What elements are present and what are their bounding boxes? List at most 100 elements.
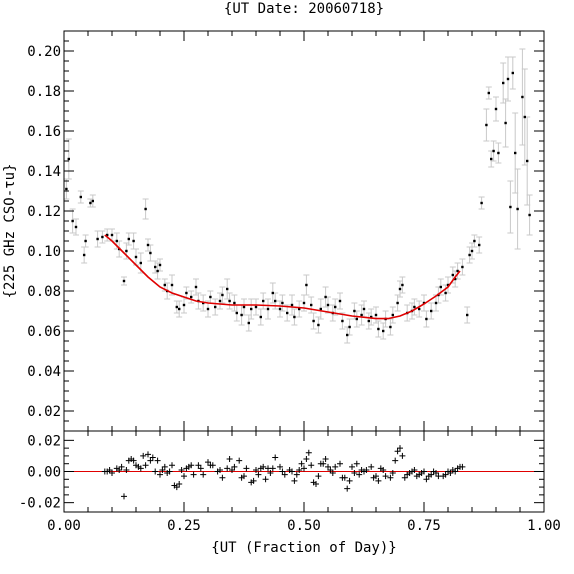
data-point: [413, 305, 416, 309]
residual-panel: 0.02 0.00 -0.02: [19, 430, 545, 513]
x-tick-label: 0.25: [167, 518, 201, 534]
data-point: [262, 299, 265, 303]
residual-point: [322, 456, 329, 463]
data-point: [511, 71, 514, 75]
data-point: [259, 315, 262, 319]
residual-point: [145, 451, 151, 458]
data-point: [514, 151, 517, 155]
data-point: [485, 123, 488, 127]
y-tick-label: 0.00: [27, 465, 61, 481]
data-point: [310, 303, 313, 307]
data-point: [528, 213, 531, 217]
data-point: [71, 219, 74, 223]
data-point: [473, 239, 476, 243]
data-point: [367, 319, 370, 323]
y-tick-label: 0.02: [27, 433, 61, 449]
y-axis-label: {225 GHz CSO-τu}: [2, 164, 18, 299]
residual-point: [260, 463, 267, 470]
x-tick-label: 1.00: [527, 518, 561, 534]
data-point: [134, 255, 138, 259]
data-point: [312, 319, 315, 323]
residual-point: [289, 468, 295, 475]
residual-point: [176, 480, 183, 487]
residual-point: [116, 466, 123, 473]
data-point: [163, 283, 166, 287]
y-tick-label: 0.04: [27, 364, 61, 380]
data-point: [444, 291, 447, 295]
data-point: [355, 317, 358, 321]
data-point: [456, 269, 459, 273]
residual-point: [349, 463, 355, 470]
data-point: [398, 287, 402, 291]
residual-point: [428, 471, 435, 478]
data-point: [374, 313, 378, 317]
residual-point: [353, 460, 360, 467]
residual-point: [181, 473, 187, 480]
main-errorbars: [63, 48, 533, 344]
data-point: [506, 77, 510, 81]
residual-point: [356, 471, 363, 478]
data-point: [122, 279, 126, 283]
residual-point: [313, 480, 319, 487]
residual-point: [226, 456, 233, 463]
data-point: [341, 319, 344, 323]
y-tick-label: 0.12: [27, 204, 61, 220]
data-point: [127, 237, 130, 241]
data-point: [362, 307, 366, 311]
residual-point: [250, 477, 257, 484]
data-point: [446, 283, 450, 287]
data-point: [139, 261, 142, 265]
residual-point: [279, 468, 286, 475]
residual-point: [344, 485, 351, 492]
main-ticks: 0.02 0.04 0.06 0.08 0.10 0.12 0.14 0.16 0.18 0.20: [27, 31, 545, 431]
data-point: [324, 295, 327, 299]
residual-point: [130, 457, 137, 464]
residual-point: [161, 463, 168, 470]
x-axis-label: {UT (Fraction of Day)}: [211, 540, 396, 556]
residual-point: [224, 465, 231, 472]
residual-point: [142, 462, 149, 469]
y-tick-label: 0.18: [27, 84, 61, 100]
y-tick-label: 0.06: [27, 324, 61, 340]
data-point: [470, 249, 474, 253]
data-point: [278, 307, 282, 311]
data-point: [290, 303, 294, 307]
residual-point: [200, 471, 207, 478]
residual-point: [217, 466, 223, 473]
y-tick-label: 0.16: [27, 124, 61, 140]
residual-points: [101, 445, 466, 500]
chart-title: {UT Date: 20060718}: [224, 1, 384, 17]
residual-point: [121, 493, 127, 500]
data-point: [101, 235, 104, 239]
residual-point: [241, 473, 247, 480]
data-point: [302, 301, 306, 305]
fit-line: [104, 234, 461, 320]
residual-point: [337, 460, 343, 467]
data-point: [106, 233, 109, 237]
data-point: [96, 237, 99, 241]
y-tick-label: -0.02: [19, 496, 61, 512]
data-point: [468, 253, 471, 257]
x-tick-label: 0.50: [287, 518, 321, 534]
data-point: [206, 307, 210, 311]
data-point: [319, 307, 322, 311]
residual-point: [320, 460, 327, 467]
residual-point: [231, 463, 238, 470]
data-point: [218, 299, 222, 303]
data-point: [461, 265, 464, 269]
data-point: [439, 285, 442, 289]
residual-point: [269, 465, 276, 472]
data-point: [79, 195, 82, 199]
residual-point: [109, 470, 115, 477]
data-point: [156, 269, 159, 273]
data-point: [110, 233, 114, 237]
residual-point: [447, 470, 454, 477]
residual-point: [399, 452, 406, 459]
data-point: [144, 207, 147, 211]
residual-point: [341, 474, 348, 481]
residual-point: [106, 466, 113, 473]
residual-point: [363, 466, 370, 473]
residual-point: [389, 470, 396, 477]
residual-point: [301, 465, 307, 472]
main-frame: [63, 30, 545, 432]
